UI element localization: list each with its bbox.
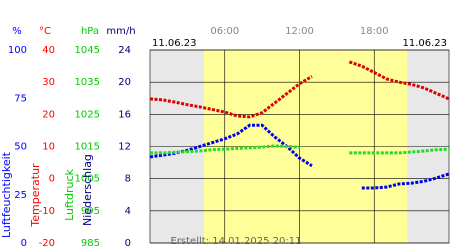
- axis-unit: hPa: [81, 26, 99, 37]
- axis-title: Luftdruck: [63, 168, 76, 220]
- y-tick-label: 1015: [75, 142, 100, 153]
- y-tick-label: 12: [118, 142, 131, 153]
- y-tick-label: -20: [39, 238, 55, 249]
- y-tick-label: 16: [118, 109, 131, 120]
- date-right: 11.06.23: [402, 38, 447, 49]
- y-tick-label: 40: [42, 45, 55, 56]
- x-tick-label: 12:00: [285, 26, 314, 37]
- axis-title: Luftfeuchtigkeit: [0, 151, 13, 238]
- y-tick-label: 985: [81, 238, 100, 249]
- y-tick-label: 4: [125, 206, 131, 217]
- series-line: [150, 144, 450, 155]
- y-tick-label: 1035: [75, 77, 100, 88]
- date-left: 11.06.23: [152, 38, 197, 49]
- y-tick-label: 30: [42, 77, 55, 88]
- y-tick-label: 100: [8, 45, 27, 56]
- y-tick-label: 0: [125, 238, 131, 249]
- axis-unit: %: [12, 26, 22, 37]
- axis-unit: °C: [39, 26, 51, 37]
- y-tick-label: 20: [118, 77, 131, 88]
- series-line: [149, 123, 450, 190]
- axis-unit: mm/h: [106, 26, 135, 37]
- x-tick-label: 18:00: [360, 26, 389, 37]
- y-tick-label: 50: [14, 142, 27, 153]
- y-tick-label: 0: [49, 174, 55, 185]
- y-tick-label: 75: [14, 93, 27, 104]
- x-tick-label: 06:00: [210, 26, 239, 37]
- y-tick-label: 24: [118, 45, 131, 56]
- y-tick-label: 10: [42, 142, 55, 153]
- y-tick-label: 0: [21, 238, 27, 249]
- y-tick-label: -10: [39, 206, 55, 217]
- y-tick-label: 8: [125, 174, 131, 185]
- y-tick-label: 995: [81, 206, 100, 217]
- plot-frame: [149, 49, 450, 244]
- axis-title: Niederschlag: [81, 154, 94, 226]
- series-line: [149, 60, 450, 119]
- y-tick-label: 1045: [75, 45, 100, 56]
- y-tick-label: 20: [42, 109, 55, 120]
- axis-title: Temperatur: [29, 163, 42, 228]
- footer: Erstellt: 14.01.2025 20:11: [171, 236, 302, 247]
- y-tick-label: 1005: [75, 174, 100, 185]
- y-tick-label: 25: [14, 190, 27, 201]
- y-tick-label: 1025: [75, 109, 100, 120]
